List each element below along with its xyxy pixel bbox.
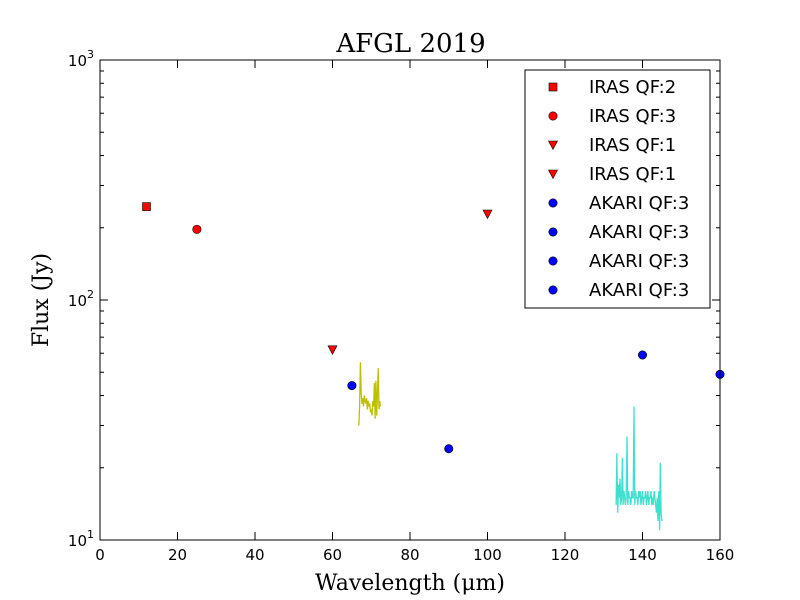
legend-marker-square [548, 82, 558, 92]
x-tick-labels: 0 20 40 60 80 100 120 140 160 [95, 546, 734, 564]
data-point-triangle-down [482, 209, 493, 220]
legend-marker-circle [548, 256, 558, 266]
legend-marker-circle [548, 111, 558, 121]
legend-label: AKARI QF:3 [589, 251, 689, 272]
chart-title: AFGL 2019 [335, 29, 485, 59]
x-tick-label: 160 [706, 546, 735, 564]
y-tick-labels: 101 102 103 [68, 48, 94, 550]
x-tick-label: 60 [323, 546, 342, 564]
legend-label: AKARI QF:3 [589, 280, 689, 301]
data-point-circle [192, 224, 202, 234]
x-axis-label: Wavelength (μm) [315, 571, 505, 596]
spectrum-1-line [358, 362, 381, 426]
legend-box [524, 69, 711, 309]
data-point-circle [637, 350, 647, 360]
legend-marker-triangle-down [548, 169, 558, 180]
data-point-circle [347, 381, 357, 391]
legend-label: IRAS QF:2 [589, 77, 676, 98]
y-tick-label: 103 [68, 48, 94, 70]
legend-marker-circle [548, 198, 558, 208]
x-tick-label: 20 [168, 546, 187, 564]
x-tick-label: 40 [245, 546, 264, 564]
legend-label: AKARI QF:3 [589, 193, 689, 214]
data-point-circle [444, 444, 454, 454]
y-tick-label: 101 [68, 528, 94, 550]
legend-label: AKARI QF:3 [589, 222, 689, 243]
x-tick-label: 100 [473, 546, 502, 564]
spectra [358, 362, 663, 531]
x-tick-label: 140 [628, 546, 657, 564]
y-axis-label: Flux (Jy) [29, 253, 54, 347]
legend-label: IRAS QF:1 [589, 135, 676, 156]
legend-marker-triangle-down [548, 140, 558, 151]
y-tick-label: 102 [68, 288, 94, 310]
data-point-square [142, 202, 151, 211]
legend: IRAS QF:2 IRAS QF:3 IRAS QF:1 IRAS QF:1 AKAR… [524, 69, 711, 309]
legend-marker-circle [548, 227, 558, 237]
data-point-triangle-down [327, 345, 338, 355]
legend-label: IRAS QF:1 [589, 164, 676, 185]
legend-label: IRAS QF:3 [589, 106, 676, 127]
x-tick-label: 80 [400, 546, 419, 564]
spectrum-2-line [615, 406, 663, 531]
plot-frame [99, 59, 721, 541]
x-tick-label: 120 [551, 546, 580, 564]
x-tick-label: 0 [95, 546, 105, 564]
data-points [142, 202, 725, 454]
legend-marker-circle [548, 285, 558, 295]
